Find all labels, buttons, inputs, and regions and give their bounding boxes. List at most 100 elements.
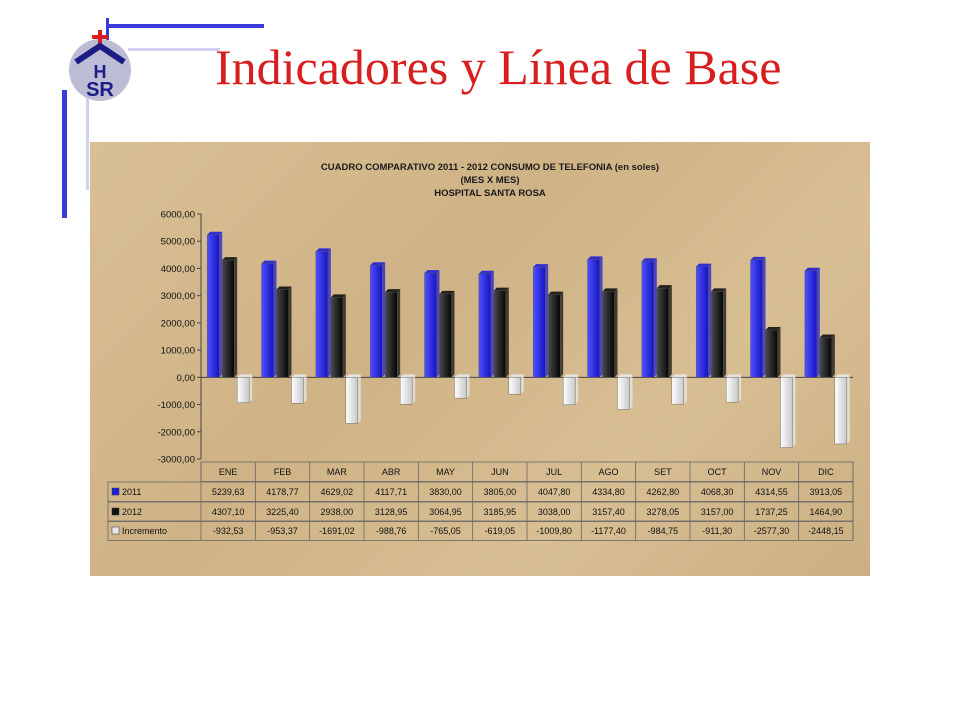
bar-top-2011: [261, 260, 277, 264]
bar-side-2011: [219, 231, 223, 378]
data-label: 3157,40: [592, 507, 625, 517]
bar-side-incremento: [792, 374, 796, 448]
data-label: 3185,95: [484, 507, 517, 517]
data-label: 3278,05: [647, 507, 680, 517]
data-label: -911,30: [702, 526, 732, 536]
bar-side-2011: [436, 270, 440, 378]
data-label: 4262,80: [647, 487, 680, 497]
bar-top-2012: [656, 285, 672, 289]
data-label: 3225,40: [266, 507, 299, 517]
bar-top-2012: [548, 291, 564, 295]
bar-incremento-may: [454, 377, 467, 399]
bar-incremento-feb: [291, 377, 304, 404]
bar-side-2011: [653, 258, 657, 378]
category-label: AGO: [598, 467, 618, 477]
bar-top-2012: [385, 289, 401, 293]
bar-top-incremento: [834, 374, 850, 378]
data-label: 4178,77: [266, 487, 299, 497]
bar-side-incremento: [738, 374, 742, 403]
bar-side-2012: [505, 287, 509, 378]
svg-text:SR: SR: [86, 79, 114, 101]
bar-top-incremento: [454, 374, 470, 378]
bar-2011-mar: [315, 251, 329, 378]
left-vertical-line: [62, 90, 67, 218]
data-label: 4334,80: [592, 487, 625, 497]
bar-2012-jul: [547, 294, 561, 378]
bar-2011-nov: [750, 259, 763, 378]
bar-side-2012: [397, 289, 401, 378]
bar-incremento-oct: [725, 377, 739, 403]
data-label: 3157,00: [701, 507, 734, 517]
slide-title: Indicadores y Línea de Base: [215, 39, 782, 95]
bar-incremento-mar: [345, 377, 359, 424]
bar-incremento-abr: [399, 377, 413, 405]
bar-2012-may: [439, 293, 452, 378]
y-tick-label: 5000,00: [161, 237, 195, 248]
bar-2011-may: [424, 272, 437, 378]
data-label: 4629,02: [321, 487, 354, 497]
bar-top-2012: [711, 288, 727, 292]
bar-side-2011: [599, 256, 603, 378]
data-label: 3064,95: [429, 507, 462, 517]
bar-side-2011: [762, 256, 766, 378]
data-label: 4314,55: [755, 487, 788, 497]
data-label: -2577,30: [754, 526, 790, 536]
category-label: DIC: [818, 467, 834, 477]
data-label: 1737,25: [755, 507, 788, 517]
bar-2011-jul: [532, 266, 546, 378]
bar-top-2012: [439, 290, 455, 294]
bar-top-2012: [330, 294, 346, 298]
bar-2012-set: [656, 287, 670, 378]
bar-incremento-nov: [780, 377, 793, 448]
y-tick-label: 0,00: [177, 373, 196, 384]
bar-top-2012: [819, 334, 835, 338]
bar-side-2012: [451, 290, 455, 378]
bar-incremento-dic: [834, 377, 848, 445]
bar-2011-set: [641, 261, 655, 378]
bar-side-incremento: [520, 374, 524, 395]
bar-side-2012: [668, 285, 672, 378]
bar-top-2012: [222, 257, 238, 261]
bar-top-incremento: [726, 374, 742, 378]
bar-top-incremento: [617, 374, 633, 378]
bar-top-2011: [424, 270, 440, 274]
bar-2011-jun: [478, 273, 492, 378]
category-label: OCT: [708, 467, 728, 477]
bar-top-2012: [493, 287, 509, 291]
bar-side-incremento: [683, 374, 687, 405]
data-label: 3913,05: [810, 487, 843, 497]
data-label: 4307,10: [212, 507, 245, 517]
bar-2012-ago: [602, 291, 615, 378]
bar-side-incremento: [466, 374, 470, 399]
bar-top-2011: [207, 231, 223, 235]
bar-2012-ene: [221, 259, 235, 378]
bar-top-incremento: [291, 374, 307, 378]
svg-text:H: H: [94, 62, 107, 82]
y-tick-label: -2000,00: [157, 427, 195, 438]
bar-side-incremento: [575, 374, 579, 405]
bar-2012-abr: [384, 291, 398, 378]
bar-top-incremento: [563, 374, 579, 378]
data-label: 1464,90: [810, 507, 843, 517]
y-tick-label: -1000,00: [157, 400, 195, 411]
bar-side-2011: [816, 267, 820, 378]
bar-incremento-ene: [236, 377, 250, 403]
bar-top-2011: [533, 264, 549, 268]
bar-top-2011: [587, 256, 603, 260]
bar-2011-abr: [369, 265, 383, 378]
bar-incremento-jul: [562, 377, 576, 406]
category-label: MAR: [327, 467, 348, 477]
upper-rule-line: [128, 48, 220, 51]
short-vertical-line: [106, 18, 109, 40]
data-label: 3038,00: [538, 507, 571, 517]
bar-side-2012: [342, 294, 346, 378]
bar-top-incremento: [671, 374, 687, 378]
bar-incremento-jun: [508, 377, 522, 395]
bar-side-2012: [560, 291, 564, 378]
data-label: -932,53: [213, 526, 244, 536]
bar-2012-nov: [765, 329, 778, 378]
bar-side-2012: [723, 288, 727, 378]
data-label: 4068,30: [701, 487, 734, 497]
data-label: -2448,15: [808, 526, 844, 536]
bar-top-2011: [370, 262, 386, 266]
